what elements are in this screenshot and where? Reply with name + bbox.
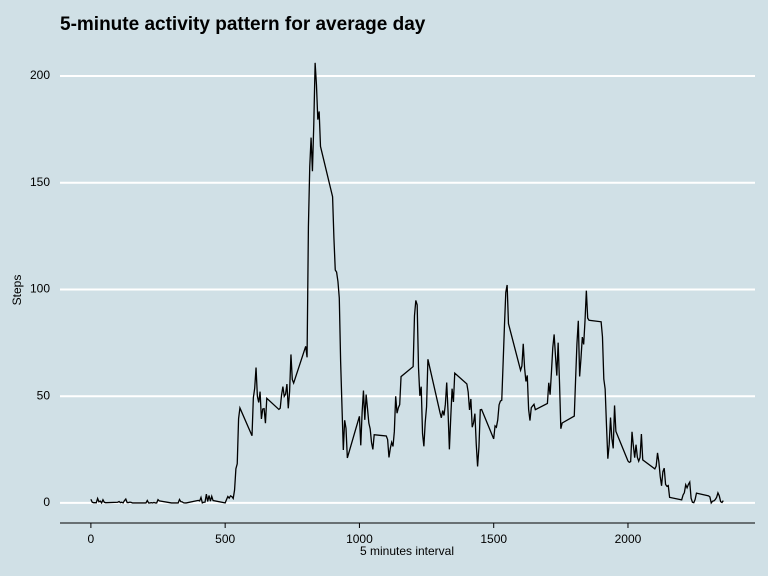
x-tick-label: 0 xyxy=(88,532,95,546)
x-tick-label: 1500 xyxy=(480,532,507,546)
y-tick-label: 0 xyxy=(43,495,50,509)
y-axis-label: Steps xyxy=(10,275,24,306)
data-line xyxy=(90,62,724,505)
y-tick-label: 200 xyxy=(30,68,50,82)
x-tick-label: 500 xyxy=(215,532,235,546)
y-tick-label: 100 xyxy=(30,282,50,296)
chart-title: 5-minute activity pattern for average da… xyxy=(60,14,426,35)
x-axis-label: 5 minutes interval xyxy=(360,544,454,558)
x-tick-label: 1000 xyxy=(346,532,373,546)
x-tick-label: 2000 xyxy=(615,532,642,546)
y-tick-label: 150 xyxy=(30,175,50,189)
y-tick-label: 50 xyxy=(37,388,51,402)
